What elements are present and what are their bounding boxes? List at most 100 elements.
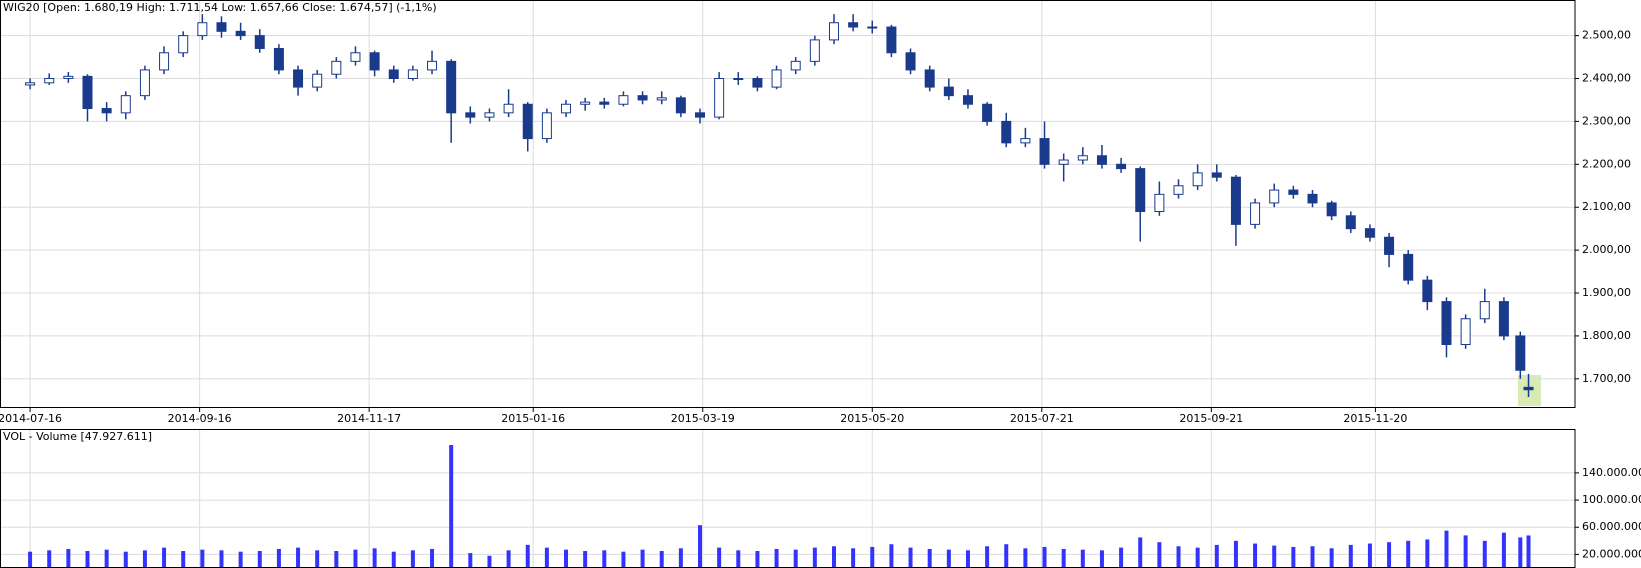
candle-body [312, 73, 323, 88]
candle-body [1096, 155, 1107, 165]
volume-bar [1023, 548, 1028, 568]
candle-body [120, 95, 131, 114]
volume-bar [831, 546, 836, 568]
volume-bar [1119, 547, 1124, 568]
candle-body [350, 52, 361, 62]
candle-body [407, 69, 418, 80]
volume-bar [85, 551, 90, 568]
candle-body [178, 35, 189, 54]
candle-body [1515, 335, 1526, 371]
candle-body [25, 82, 36, 86]
candle-body [924, 69, 935, 88]
candle-body [484, 112, 495, 118]
panel-frame [0, 429, 1576, 568]
y-tick-label: 1.800,00 [1582, 329, 1631, 342]
candle-body [159, 52, 170, 71]
x-tick-label: 2015-09-21 [1179, 412, 1243, 425]
volume-bar [908, 547, 913, 568]
candle-body [1460, 318, 1471, 346]
panel-frame [0, 0, 1576, 408]
volume-bar [391, 551, 396, 568]
volume-bar [123, 551, 128, 568]
volume-bar [1042, 546, 1047, 568]
volume-bar [1195, 547, 1200, 568]
volume-bar [1080, 549, 1085, 568]
candle-body [848, 22, 859, 28]
y-tick-label: 2.200,00 [1582, 157, 1631, 170]
candle-body [1523, 386, 1534, 391]
candle-body [63, 75, 74, 80]
volume-bar [1061, 548, 1066, 568]
candle-body [1058, 159, 1069, 165]
y-tick-label: 1.900,00 [1582, 286, 1631, 299]
candle-body [293, 69, 304, 88]
candle-body [561, 103, 572, 114]
volume-bar [1138, 537, 1143, 568]
candle-body [1479, 301, 1490, 320]
volume-bar [583, 551, 588, 568]
volume-bar [793, 549, 798, 568]
candle-body [886, 26, 897, 54]
y-tick-label: 2.500,00 [1582, 29, 1631, 42]
volume-bar [276, 548, 281, 568]
candle-body [580, 101, 591, 105]
volume-bar [334, 551, 339, 568]
volume-bar [66, 548, 71, 568]
volume-bar [1310, 546, 1315, 568]
volume-bar [468, 553, 473, 568]
candle-body [809, 39, 820, 62]
candle-body [465, 112, 476, 118]
volume-bar [717, 547, 722, 568]
candle-body [273, 47, 284, 71]
volume-bar [621, 551, 626, 568]
candle-body [1441, 301, 1452, 346]
candle-body [1077, 155, 1088, 161]
x-tick-label: 2014-07-16 [0, 412, 62, 425]
volume-bar [564, 549, 569, 568]
candle-body [828, 22, 839, 41]
x-tick-label: 2014-09-16 [168, 412, 232, 425]
candle-body [637, 95, 648, 101]
y-tick-label: 2.000,00 [1582, 243, 1631, 256]
volume-bar [28, 551, 33, 568]
volume-bar [812, 547, 817, 568]
volume-bar [1233, 540, 1238, 568]
candle-body [1135, 168, 1146, 213]
volume-bar [47, 550, 52, 568]
x-tick-label: 2015-05-20 [840, 412, 904, 425]
volume-bar [774, 548, 779, 568]
candle-body [1345, 215, 1356, 230]
candle-body [503, 103, 514, 114]
candle-body [752, 78, 763, 88]
volume-bar [142, 550, 147, 568]
volume-bar [1214, 544, 1219, 568]
volume-bar [1387, 542, 1392, 568]
volume-bar [678, 548, 683, 568]
candle-body [254, 35, 265, 49]
volume-bar [506, 550, 511, 568]
volume-bar [1176, 546, 1181, 568]
volume-bar [889, 544, 894, 568]
last-bar-highlight [1518, 375, 1541, 406]
volume-bar [851, 548, 856, 568]
candle-body [139, 69, 150, 97]
volume-bar [1291, 546, 1296, 568]
volume-bar [315, 550, 320, 568]
candle-body [1211, 172, 1222, 178]
y-tick-label: 60.000.000 [1582, 520, 1641, 533]
candle-body [982, 103, 993, 122]
candle-body [1154, 193, 1165, 213]
volume-bar [487, 555, 492, 568]
candle-body [599, 101, 610, 105]
candle-body [1364, 228, 1375, 238]
candle-body [905, 52, 916, 71]
candle-body [82, 75, 93, 110]
candle-body [44, 78, 55, 84]
volume-bar [1482, 540, 1487, 568]
candle-body [1230, 176, 1241, 225]
candle-body [197, 22, 208, 37]
candle-body [1173, 185, 1184, 195]
volume-bar [104, 549, 109, 568]
candle-body [1192, 172, 1203, 187]
candle-body [1250, 202, 1261, 225]
